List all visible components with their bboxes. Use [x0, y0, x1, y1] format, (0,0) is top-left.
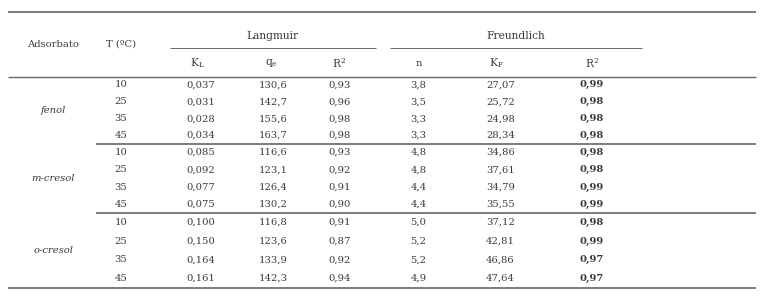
Text: 0,161: 0,161 — [186, 274, 215, 283]
Text: 0,028: 0,028 — [186, 114, 215, 123]
Text: n: n — [416, 58, 422, 68]
Text: Freundlich: Freundlich — [487, 31, 545, 41]
Text: 123,1: 123,1 — [259, 165, 288, 174]
Text: 35: 35 — [115, 255, 127, 264]
Text: 4,9: 4,9 — [410, 274, 427, 283]
Text: 0,98: 0,98 — [328, 114, 351, 123]
Text: 0,93: 0,93 — [328, 148, 351, 157]
Text: 3,5: 3,5 — [411, 97, 426, 106]
Text: T (ºC): T (ºC) — [105, 40, 136, 49]
Text: 0,98: 0,98 — [580, 148, 604, 157]
Text: 25: 25 — [115, 165, 127, 174]
Text: 10: 10 — [115, 148, 127, 157]
Text: o-cresol: o-cresol — [34, 246, 73, 255]
Text: 3,8: 3,8 — [411, 80, 426, 89]
Text: 0,164: 0,164 — [186, 255, 215, 264]
Text: 123,6: 123,6 — [259, 237, 288, 246]
Text: 130,2: 130,2 — [259, 200, 288, 209]
Text: 0,98: 0,98 — [580, 218, 604, 227]
Text: Adsorbato: Adsorbato — [28, 40, 79, 49]
Text: 0,98: 0,98 — [580, 165, 604, 174]
Text: 4,8: 4,8 — [410, 148, 427, 157]
Text: 0,99: 0,99 — [580, 183, 604, 192]
Text: 0,031: 0,031 — [186, 97, 215, 106]
Text: 0,92: 0,92 — [328, 255, 351, 264]
Text: 25: 25 — [115, 237, 127, 246]
Text: 126,4: 126,4 — [259, 183, 288, 192]
Text: 142,3: 142,3 — [259, 274, 288, 283]
Text: 0,99: 0,99 — [580, 80, 604, 89]
Text: 0,98: 0,98 — [580, 131, 604, 140]
Text: 35,55: 35,55 — [486, 200, 515, 209]
Text: 37,61: 37,61 — [486, 165, 515, 174]
Text: 46,86: 46,86 — [486, 255, 515, 264]
Text: 25,72: 25,72 — [486, 97, 515, 106]
Text: 4,4: 4,4 — [410, 183, 427, 192]
Text: 0,085: 0,085 — [186, 148, 215, 157]
Text: 47,64: 47,64 — [486, 274, 515, 283]
Text: 0,034: 0,034 — [186, 131, 215, 140]
Text: 0,100: 0,100 — [186, 218, 215, 227]
Text: 28,34: 28,34 — [486, 131, 515, 140]
Text: 24,98: 24,98 — [486, 114, 515, 123]
Text: 0,93: 0,93 — [328, 80, 351, 89]
Text: 0,037: 0,037 — [186, 80, 215, 89]
Text: 0,87: 0,87 — [328, 237, 351, 246]
Text: 0,92: 0,92 — [328, 165, 351, 174]
Text: Langmuir: Langmuir — [247, 31, 299, 41]
Text: 0,98: 0,98 — [328, 131, 351, 140]
Text: 10: 10 — [115, 80, 127, 89]
Text: $\mathregular{K_L}$: $\mathregular{K_L}$ — [189, 56, 205, 70]
Text: 0,91: 0,91 — [328, 218, 351, 227]
Text: 142,7: 142,7 — [259, 97, 288, 106]
Text: 5,2: 5,2 — [411, 255, 426, 264]
Text: 0,97: 0,97 — [580, 255, 604, 264]
Text: 0,99: 0,99 — [580, 237, 604, 246]
Text: 45: 45 — [115, 200, 127, 209]
Text: $\mathregular{R^2}$: $\mathregular{R^2}$ — [332, 56, 346, 70]
Text: 5,2: 5,2 — [411, 237, 426, 246]
Text: 133,9: 133,9 — [259, 255, 288, 264]
Text: 37,12: 37,12 — [486, 218, 515, 227]
Text: 0,94: 0,94 — [328, 274, 351, 283]
Text: 45: 45 — [115, 131, 127, 140]
Text: 42,81: 42,81 — [486, 237, 515, 246]
Text: 3,3: 3,3 — [411, 114, 426, 123]
Text: 0,98: 0,98 — [580, 114, 604, 123]
Text: $\mathregular{K_F}$: $\mathregular{K_F}$ — [489, 56, 504, 70]
Text: 34,86: 34,86 — [486, 148, 515, 157]
Text: 163,7: 163,7 — [259, 131, 288, 140]
Text: 34,79: 34,79 — [486, 183, 515, 192]
Text: 116,6: 116,6 — [259, 148, 288, 157]
Text: 155,6: 155,6 — [259, 114, 288, 123]
Text: 0,150: 0,150 — [186, 237, 215, 246]
Text: m-cresol: m-cresol — [32, 174, 75, 183]
Text: 5,0: 5,0 — [411, 218, 426, 227]
Text: 3,3: 3,3 — [411, 131, 426, 140]
Text: 130,6: 130,6 — [259, 80, 288, 89]
Text: 0,98: 0,98 — [580, 97, 604, 106]
Text: 0,077: 0,077 — [186, 183, 215, 192]
Text: 0,96: 0,96 — [328, 97, 351, 106]
Text: 0,075: 0,075 — [186, 200, 215, 209]
Text: fenol: fenol — [40, 106, 66, 115]
Text: 10: 10 — [115, 218, 127, 227]
Text: $\mathregular{R^2}$: $\mathregular{R^2}$ — [585, 56, 599, 70]
Text: $\mathregular{q_e}$: $\mathregular{q_e}$ — [265, 57, 277, 69]
Text: 4,4: 4,4 — [410, 200, 427, 209]
Text: 45: 45 — [115, 274, 127, 283]
Text: 0,90: 0,90 — [328, 200, 351, 209]
Text: 35: 35 — [115, 183, 127, 192]
Text: 116,8: 116,8 — [259, 218, 288, 227]
Text: 0,97: 0,97 — [580, 274, 604, 283]
Text: 27,07: 27,07 — [486, 80, 515, 89]
Text: 0,99: 0,99 — [580, 200, 604, 209]
Text: 4,8: 4,8 — [410, 165, 427, 174]
Text: 25: 25 — [115, 97, 127, 106]
Text: 0,092: 0,092 — [186, 165, 215, 174]
Text: 35: 35 — [115, 114, 127, 123]
Text: 0,91: 0,91 — [328, 183, 351, 192]
